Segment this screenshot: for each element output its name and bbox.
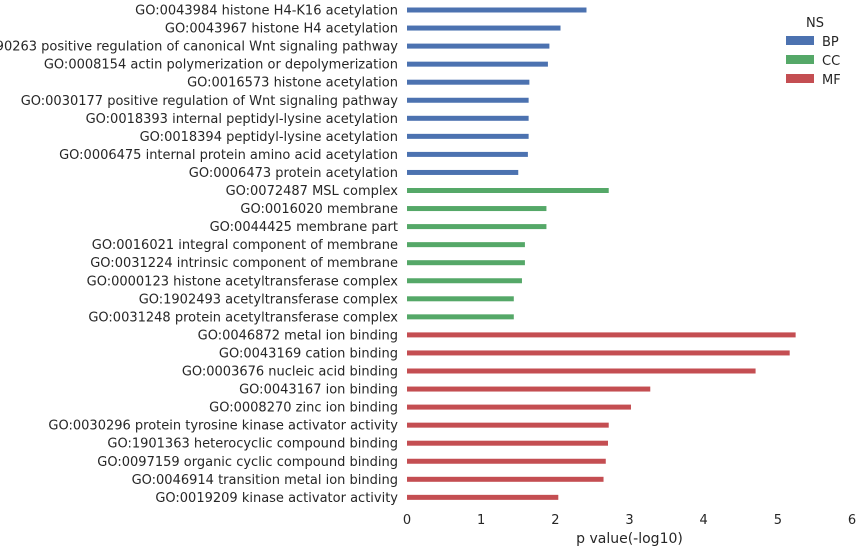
category-label: GO:1902493 acetyltransferase complex: [139, 292, 399, 307]
category-label: GO:0030177 positive regulation of Wnt si…: [21, 94, 399, 109]
legend-swatch-cc: [786, 55, 814, 64]
category-label: GO:0043167 ion binding: [239, 383, 398, 398]
bar-bp-2: [407, 43, 550, 49]
x-ticks-group: 0 1 2 3 4 5 6: [403, 513, 856, 528]
category-label: GO:0043984 histone H4-K16 acetylation: [135, 4, 398, 19]
bar-mf-5: [407, 422, 609, 428]
x-tick-label: 3: [625, 513, 633, 528]
bar-mf-0: [407, 332, 796, 338]
x-axis-label: p value(-log10): [576, 531, 683, 547]
bar-mf-8: [407, 476, 604, 482]
bar-cc-0: [407, 188, 609, 193]
bar-cc-7: [407, 314, 514, 320]
category-label: GO:0043967 histone H4 acetylation: [165, 22, 398, 37]
bar-bp-9: [407, 169, 519, 175]
bar-mf-9: [407, 494, 559, 500]
bar-cc-4: [407, 260, 525, 266]
bar-mf-2: [407, 368, 756, 374]
bar-cc-5: [407, 278, 522, 284]
legend-swatch-mf: [786, 74, 814, 83]
category-labels-group: GO:0043984 histone H4-K16 acetylation GO:…: [0, 4, 398, 506]
category-label: GO:0043169 cation binding: [219, 346, 398, 361]
category-label: GO:0003676 nucleic acid binding: [182, 365, 398, 380]
legend-swatch-bp: [786, 36, 814, 45]
bar-bp-1: [407, 25, 561, 31]
category-label: GO:0008154 actin polymerization or depol…: [44, 58, 398, 73]
category-label: GO:0016021 integral component of membran…: [92, 238, 398, 253]
bar-mf-7: [407, 458, 606, 464]
legend-label-mf: MF: [822, 73, 841, 88]
bar-cc-3: [407, 242, 525, 248]
category-label: GO:0046872 metal ion binding: [198, 328, 398, 343]
bar-mf-6: [407, 440, 608, 446]
category-label: GO:0072487 MSL complex: [226, 184, 399, 199]
legend-label-bp: BP: [822, 35, 839, 50]
bar-bp-6: [407, 115, 529, 121]
bar-mf-3: [407, 386, 651, 392]
legend: NS BP CC MF: [786, 16, 841, 88]
category-label: GO:1901363 heterocyclic compound binding: [107, 437, 398, 452]
x-tick-label: 6: [848, 513, 856, 528]
x-tick-label: 1: [477, 513, 485, 528]
bar-cc-2: [407, 224, 547, 230]
bar-bp-3: [407, 61, 548, 67]
bar-cc-1: [407, 206, 547, 212]
category-label: GO:0097159 organic cyclic compound bindi…: [97, 455, 398, 470]
category-label: GO:0030296 protein tyrosine kinase activ…: [48, 419, 398, 434]
legend-label-cc: CC: [822, 54, 840, 69]
category-label: GO:0000123 histone acetyltransferase com…: [87, 274, 399, 289]
bar-mf-4: [407, 404, 631, 410]
category-label: GO:0031224 intrinsic component of membra…: [90, 256, 398, 271]
category-label: GO:0006475 internal protein amino acid a…: [59, 148, 398, 163]
category-label: GO:0018394 peptidyl-lysine acetylation: [140, 130, 398, 145]
x-tick-label: 5: [774, 513, 782, 528]
category-label: GO:0031248 protein acetyltransferase com…: [88, 310, 398, 325]
category-label: GO:0018393 internal peptidyl-lysine acet…: [86, 112, 398, 127]
bar-bp-5: [407, 97, 529, 103]
category-label: GO:0090263 positive regulation of canoni…: [0, 40, 398, 55]
bar-bp-8: [407, 151, 528, 157]
bar-bp-4: [407, 79, 530, 85]
x-tick-label: 4: [700, 513, 708, 528]
category-label: GO:0016573 histone acetylation: [187, 76, 398, 91]
x-tick-label: 0: [403, 513, 411, 528]
bar-mf-1: [407, 350, 790, 356]
category-label: GO:0006473 protein acetylation: [189, 166, 398, 181]
x-tick-label: 2: [551, 513, 559, 528]
category-label: GO:0019209 kinase activator activity: [155, 491, 398, 506]
category-label: GO:0046914 transition metal ion binding: [132, 473, 398, 488]
bar-cc-6: [407, 296, 514, 302]
bar-bp-0: [407, 7, 587, 13]
bar-bp-7: [407, 133, 529, 139]
bars-group: [407, 7, 796, 500]
category-label: GO:0044425 membrane part: [210, 220, 398, 235]
category-label: GO:0008270 zinc ion binding: [209, 401, 398, 416]
category-label: GO:0016020 membrane: [240, 202, 398, 217]
legend-title: NS: [806, 16, 824, 31]
